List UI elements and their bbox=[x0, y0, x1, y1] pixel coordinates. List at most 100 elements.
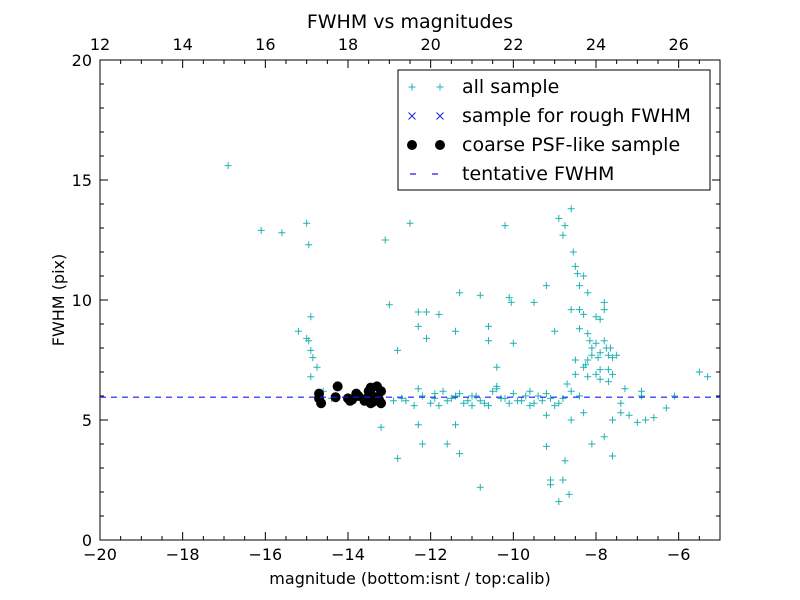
all-sample-point bbox=[575, 306, 583, 314]
all-sample-point bbox=[381, 236, 389, 244]
all-sample-point bbox=[224, 162, 232, 170]
all-sample-point bbox=[538, 397, 546, 405]
all-sample-point bbox=[451, 327, 459, 335]
all-sample-point bbox=[476, 483, 484, 491]
all-sample-point bbox=[704, 373, 712, 381]
all-sample-point bbox=[561, 457, 569, 465]
all-sample-point bbox=[530, 298, 538, 306]
all-sample-point bbox=[313, 363, 321, 371]
coarse-sample-point bbox=[365, 398, 376, 409]
y-tick-label: 5 bbox=[82, 411, 92, 430]
all-sample-point bbox=[464, 397, 472, 405]
all-sample-point bbox=[592, 370, 600, 378]
legend-label-coarse-sample: coarse PSF-like sample bbox=[462, 134, 680, 156]
all-sample-point bbox=[418, 440, 426, 448]
all-sample-point bbox=[447, 394, 455, 402]
x-axis-label: magnitude (bottom:isnt / top:calib) bbox=[269, 569, 550, 588]
all-sample-point bbox=[596, 315, 604, 323]
all-sample-point bbox=[650, 414, 658, 422]
legend-marker-all-sample bbox=[408, 83, 444, 91]
all-sample-point bbox=[600, 337, 608, 345]
all-sample-point bbox=[534, 392, 542, 400]
x-tick-label: −14 bbox=[331, 545, 365, 564]
all-sample-point bbox=[542, 390, 550, 398]
all-sample-point bbox=[584, 330, 592, 338]
all-sample-point bbox=[423, 334, 431, 342]
all-sample-point bbox=[526, 402, 534, 410]
all-sample-point bbox=[596, 375, 604, 383]
all-sample-point bbox=[385, 301, 393, 309]
all-sample-point bbox=[584, 289, 592, 297]
all-sample-point bbox=[609, 452, 617, 460]
all-sample-point bbox=[414, 322, 422, 330]
all-sample-point bbox=[507, 298, 515, 306]
all-sample-point bbox=[567, 416, 575, 424]
all-sample-point bbox=[586, 337, 594, 345]
top-tick-label: 20 bbox=[420, 35, 440, 54]
all-sample-point bbox=[551, 327, 559, 335]
legend-marker-coarse-sample bbox=[407, 140, 445, 150]
top-tick-label: 18 bbox=[338, 35, 358, 54]
all-sample-point bbox=[431, 390, 439, 398]
all-sample-point bbox=[294, 327, 302, 335]
all-sample-point bbox=[489, 387, 497, 395]
all-sample-point bbox=[509, 390, 517, 398]
all-sample-point bbox=[435, 402, 443, 410]
all-sample-point bbox=[600, 298, 608, 306]
all-sample-point bbox=[609, 370, 617, 378]
all-sample-point bbox=[551, 402, 559, 410]
all-sample-point bbox=[580, 272, 588, 280]
all-sample-point bbox=[604, 351, 612, 359]
all-sample-point bbox=[476, 397, 484, 405]
all-sample-point bbox=[394, 454, 402, 462]
x-tick-label: −6 bbox=[667, 545, 691, 564]
all-sample-point bbox=[307, 313, 315, 321]
all-sample-point bbox=[402, 397, 410, 405]
all-sample-point bbox=[493, 382, 501, 390]
all-sample-point bbox=[580, 409, 588, 417]
all-sample-point bbox=[617, 399, 625, 407]
all-sample-point bbox=[567, 387, 575, 395]
all-sample-point bbox=[423, 308, 431, 316]
all-sample-point bbox=[571, 262, 579, 270]
all-sample-point bbox=[606, 344, 614, 352]
all-sample-point bbox=[485, 337, 493, 345]
all-sample-point bbox=[575, 282, 583, 290]
all-sample-point bbox=[414, 385, 422, 393]
all-sample-point bbox=[582, 361, 590, 369]
x-tick-label: −12 bbox=[414, 545, 448, 564]
chart-title: FWHM vs magnitudes bbox=[307, 11, 513, 33]
y-tick-label: 20 bbox=[72, 51, 92, 70]
legend-label-rough-sample: sample for rough FWHM bbox=[462, 105, 691, 127]
all-sample-point bbox=[588, 351, 596, 359]
all-sample-point bbox=[559, 231, 567, 239]
all-sample-point bbox=[571, 356, 579, 364]
all-sample-point bbox=[555, 399, 563, 407]
all-sample-point bbox=[468, 402, 476, 410]
legend-label-all-sample: all sample bbox=[462, 76, 559, 98]
all-sample-point bbox=[456, 289, 464, 297]
all-sample-point bbox=[309, 354, 317, 362]
all-sample-point bbox=[303, 219, 311, 227]
all-sample-point bbox=[569, 248, 577, 256]
legend-x-icon bbox=[436, 112, 444, 120]
all-sample-point bbox=[480, 399, 488, 407]
all-sample-point bbox=[307, 373, 315, 381]
y-tick-label: 10 bbox=[72, 291, 92, 310]
all-sample-point bbox=[542, 442, 550, 450]
all-sample-point bbox=[501, 394, 509, 402]
coarse-sample-point bbox=[376, 386, 387, 397]
all-sample-point bbox=[609, 354, 617, 362]
legend-item-rough-sample: sample for rough FWHM bbox=[408, 105, 691, 127]
coarse-sample-point bbox=[376, 398, 387, 409]
all-sample-point bbox=[414, 308, 422, 316]
legend-box bbox=[397, 69, 711, 191]
all-sample-point bbox=[642, 416, 650, 424]
top-tick-label: 26 bbox=[668, 35, 688, 54]
all-sample-point bbox=[443, 440, 451, 448]
all-sample-point bbox=[609, 416, 617, 424]
all-sample-point bbox=[530, 399, 538, 407]
legend-item-coarse-sample: coarse PSF-like sample bbox=[407, 134, 680, 156]
all-sample-point bbox=[542, 282, 550, 290]
